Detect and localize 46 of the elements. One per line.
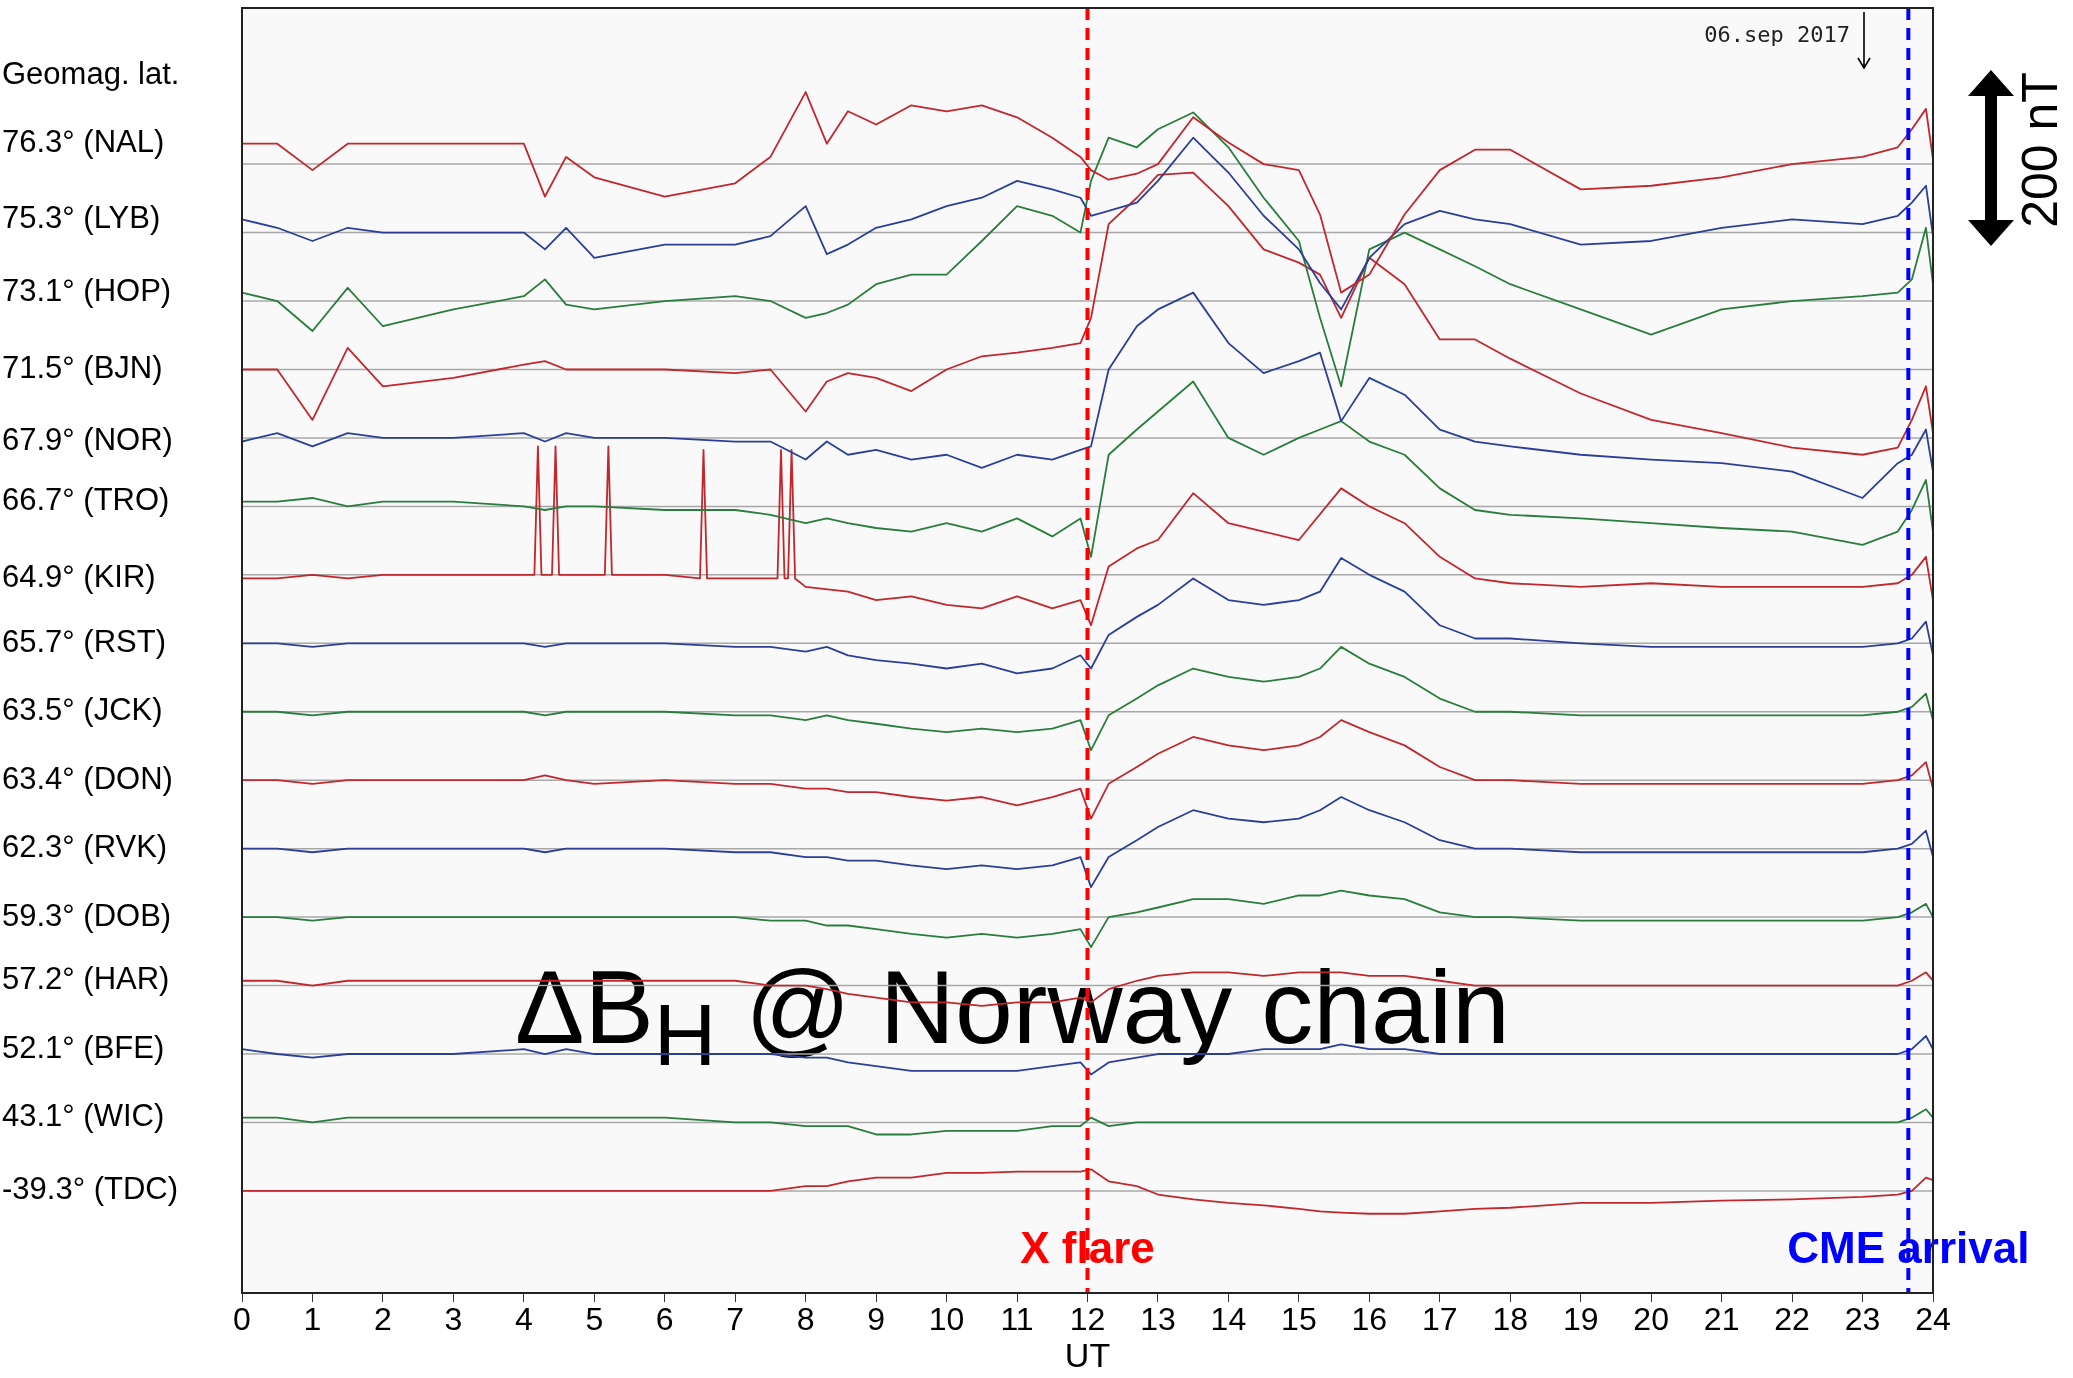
text: 63.5° (JCK) [2,692,163,728]
x-tick-label: 4 [514,1301,533,1338]
x-tick-label: 22 [1774,1301,1810,1338]
text: 06.sep 2017 [1704,22,1850,47]
y-axis-title: Geomag. lat. [2,56,180,92]
x-tick-label: 24 [1915,1301,1951,1338]
text: 73.1° (HOP) [2,273,172,309]
x-tick-label: 8 [796,1301,815,1338]
text: 76.3° (NAL) [2,124,165,160]
text: 65.7° (RST) [2,623,166,659]
x-tick-label: 9 [867,1301,886,1338]
x-tick-label: 6 [655,1301,674,1338]
text: 67.9° (NOR) [2,422,173,458]
x-tick-label: 1 [303,1301,322,1338]
text: -39.3° (TDC) [2,1171,179,1207]
x-tick-label: 11 [1000,1301,1034,1338]
x-tick-label: 23 [1844,1301,1881,1338]
x-axis-title: UT [1064,1335,1111,1374]
x-tick-label: 0 [233,1301,251,1338]
x-tick-label: 12 [1069,1301,1106,1338]
text: 75.3° (LYB) [2,199,161,235]
x-tick-label: 2 [374,1301,392,1338]
text: 52.1° (BFE) [2,1029,165,1065]
text: 57.2° (HAR) [2,961,170,997]
x-tick-label: 15 [1281,1301,1317,1338]
x-tick-label: 14 [1210,1301,1247,1338]
x-tick-label: 3 [444,1301,463,1338]
x-tick-label: 17 [1421,1301,1458,1338]
x-tick-label: 16 [1351,1301,1388,1338]
x-tick-label: 19 [1562,1301,1599,1338]
text: 63.4° (DON) [2,760,173,796]
text: 59.3° (DOB) [2,897,172,933]
text: 66.7° (TRO) [2,482,170,518]
ref-line-label: X flare [1020,1223,1155,1272]
x-tick-label: 10 [928,1301,965,1338]
x-tick-label: 7 [726,1301,745,1338]
x-tick-label: 21 [1703,1301,1740,1338]
text: 62.3° (RVK) [2,829,168,865]
text: 200 nT [2012,72,2068,228]
x-tick-label: 13 [1140,1301,1176,1338]
text: 64.9° (KIR) [2,558,156,594]
x-tick-label: 18 [1492,1301,1529,1338]
x-tick-label: 5 [585,1301,604,1338]
text: 71.5° (BJN) [2,350,163,386]
text: 43.1° (WIC) [2,1098,165,1134]
x-tick-label: 20 [1633,1301,1669,1338]
